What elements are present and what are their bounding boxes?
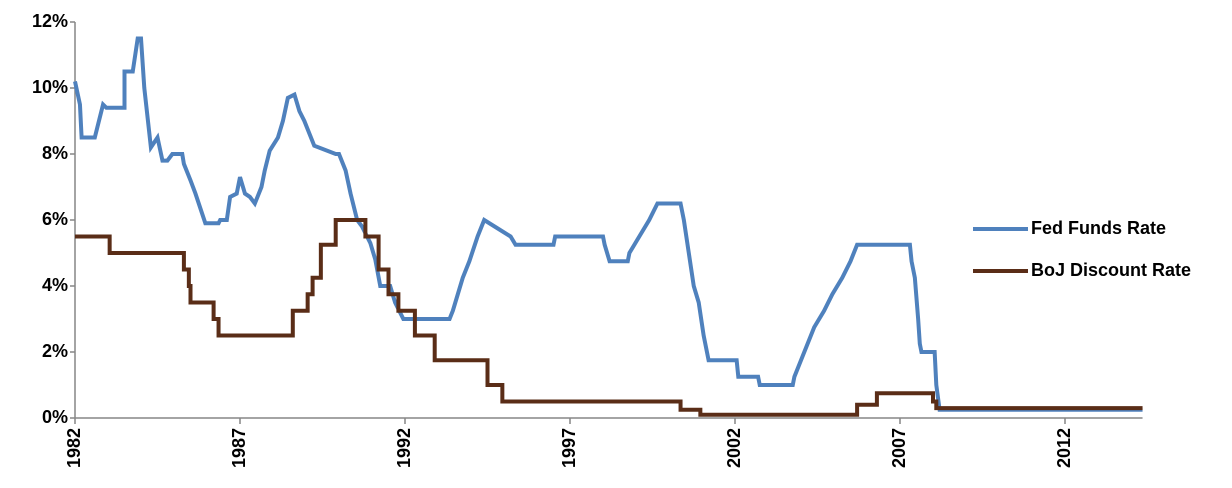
x-tick-label: 2002	[724, 428, 744, 468]
legend-label: BoJ Discount Rate	[1031, 260, 1191, 280]
y-tick-label: 0%	[42, 407, 68, 427]
x-tick-label: 2007	[889, 428, 909, 468]
series-line	[73, 36, 1143, 412]
y-tick-label: 8%	[42, 143, 68, 163]
y-tick-label: 6%	[42, 209, 68, 229]
x-tick-label: 1992	[394, 428, 414, 468]
y-tick-label: 4%	[42, 275, 68, 295]
series-line	[75, 218, 1143, 417]
x-tick-label: 1997	[559, 428, 579, 468]
y-tick-label: 10%	[32, 77, 68, 97]
x-tick-label: 1987	[229, 428, 249, 468]
legend-label: Fed Funds Rate	[1031, 218, 1166, 238]
y-tick-label: 2%	[42, 341, 68, 361]
x-tick-label: 2012	[1054, 428, 1074, 468]
x-tick-label: 1982	[64, 428, 84, 468]
y-tick-label: 12%	[32, 11, 68, 31]
